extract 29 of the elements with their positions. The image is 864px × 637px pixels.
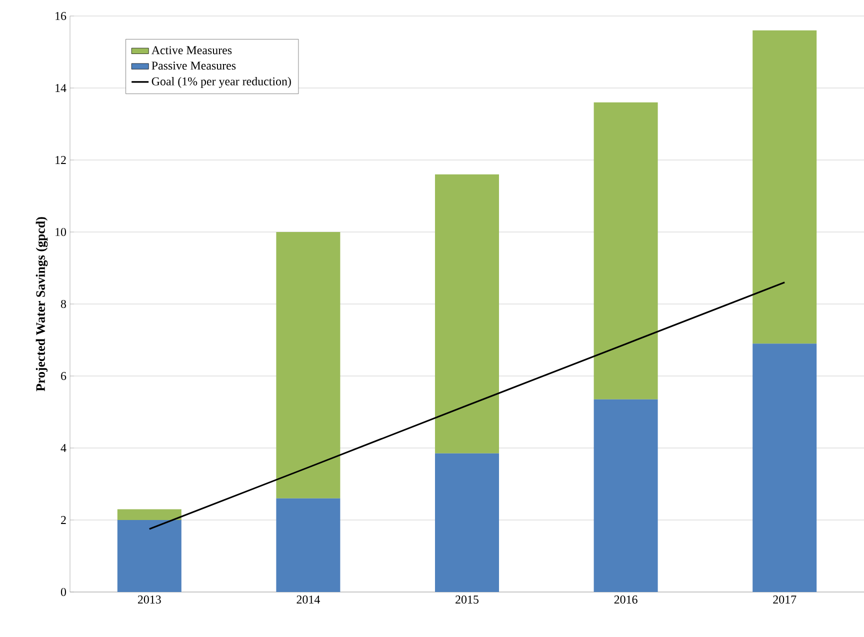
bar	[117, 520, 182, 592]
line-series	[148, 282, 786, 530]
y-axis-title: Projected Water Savings (gpcd)	[36, 217, 48, 392]
bar	[276, 498, 340, 592]
y-tick-label: 14	[56, 84, 66, 92]
y-tick-label: 16	[56, 12, 66, 20]
x-tick-label: 2017	[773, 596, 796, 604]
y-tick-label: 8	[60, 300, 66, 308]
bar	[752, 30, 817, 344]
x-tick-label: 2016	[614, 596, 638, 604]
x-tick-label: 2013	[138, 596, 161, 604]
y-tick-label: 12	[56, 156, 66, 164]
bar	[117, 509, 182, 520]
x-tick-label: 2014	[296, 596, 320, 604]
bar	[594, 102, 658, 400]
bar	[752, 344, 817, 592]
bar	[435, 174, 500, 454]
x-tick-label: 2015	[456, 596, 478, 604]
legend-label: Active Measures	[151, 46, 232, 54]
y-tick-label: 6	[61, 372, 66, 380]
bar	[276, 232, 340, 498]
y-tick-label: 2	[61, 516, 66, 524]
y-tick-label: 4	[60, 444, 66, 452]
y-tick-label: 10	[56, 228, 66, 236]
y-tick-label: 0	[60, 588, 66, 596]
bar	[594, 399, 658, 592]
legend-label: Goal (1% per year reduction)	[152, 77, 291, 88]
legend-label: Passive Measures	[152, 62, 236, 70]
bar	[435, 453, 500, 592]
